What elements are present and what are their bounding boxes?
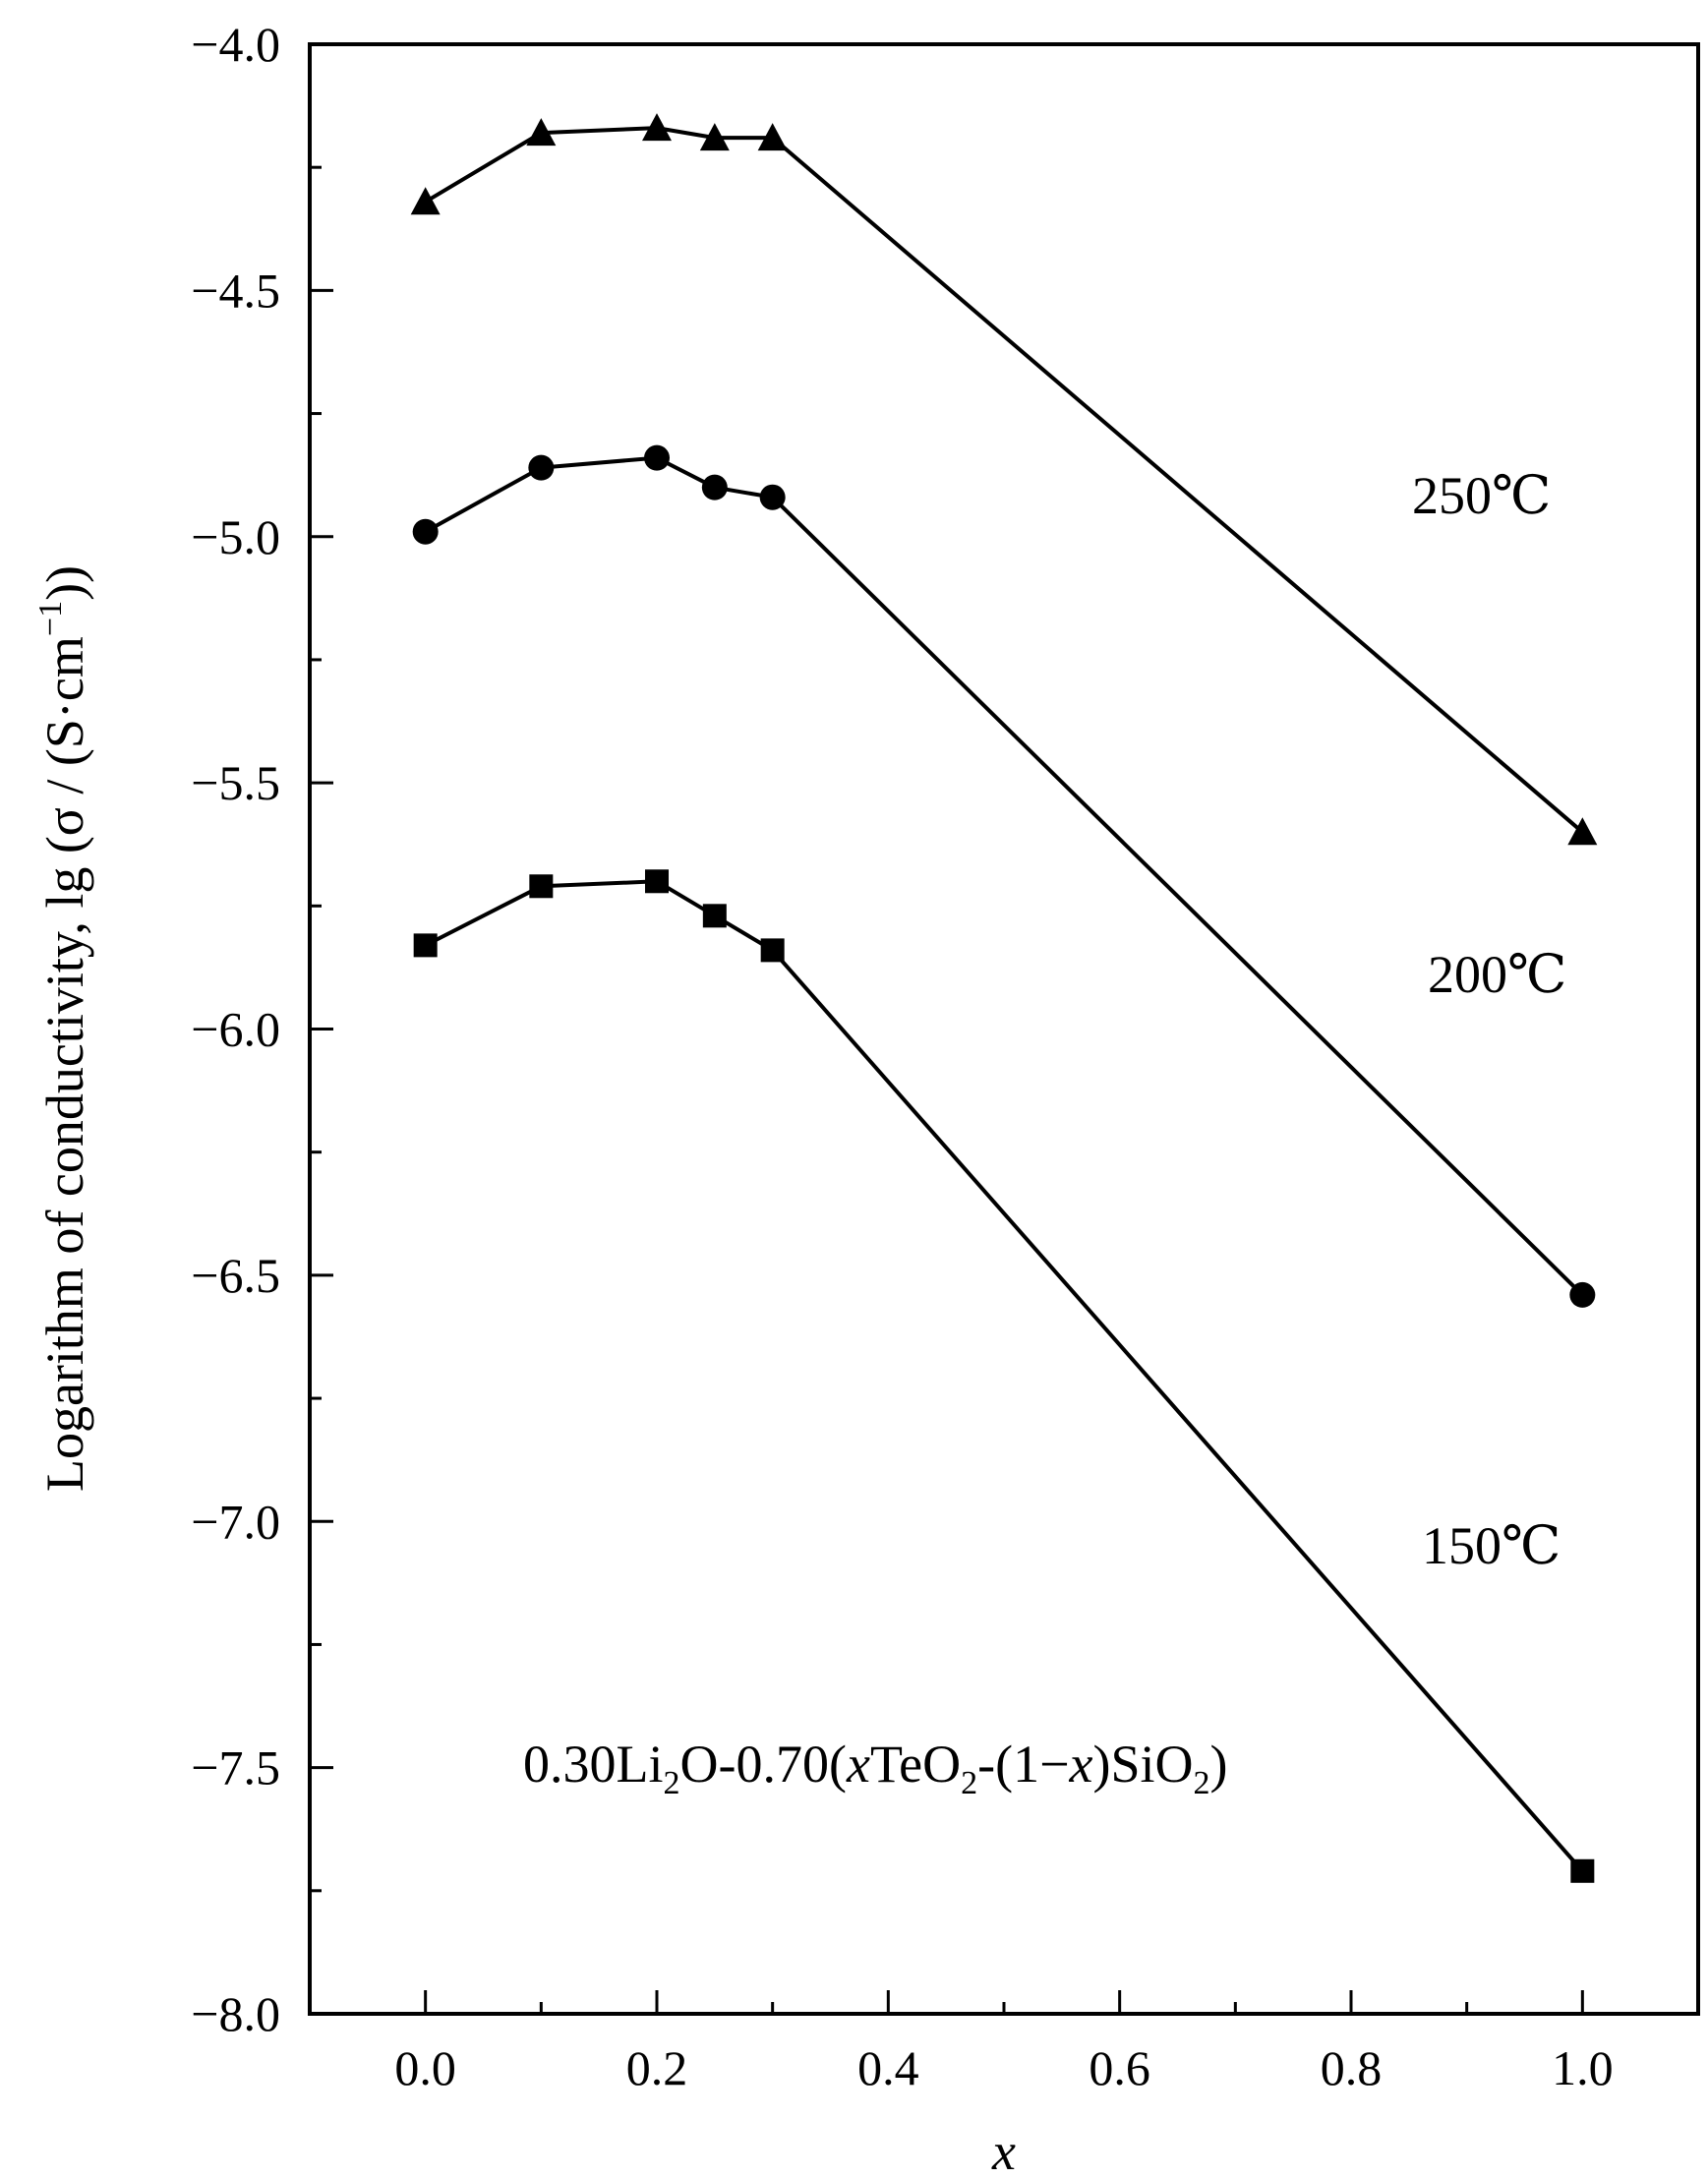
x-tick-label: 1.0 [1552,2040,1614,2095]
plot-frame [308,42,1700,2016]
x-tick-label: 0.0 [394,2040,456,2095]
y-axis-title: Logarithm of conductivity, lg (σ / (S·cm… [32,565,94,1492]
series-lines [424,126,1584,1873]
x-axis-tick-labels: 0.0 0.2 0.4 0.6 0.8 1.0 [394,2040,1613,2095]
x-axis-ticks [308,1990,1700,2014]
y-tick-label: −5.5 [191,755,280,810]
data-point-square [413,933,438,958]
data-point-circle [412,518,439,545]
data-point-circle [1569,1281,1596,1308]
data-point-circle [528,454,555,481]
series-markers [410,113,1598,1883]
data-point-square [529,874,554,899]
label-200c: 200℃ [1428,945,1566,1004]
y-axis-title-tail: )) [35,565,94,601]
x-tick-label: 0.4 [857,2040,919,2095]
formula-part: -(1− [977,1735,1069,1794]
composition-formula: 0.30Li2O-0.70(xTeO2-(1−x)SiO2) [523,1735,1228,1801]
formula-italic: x [1069,1735,1093,1794]
y-axis-tick-labels: −4.0 −4.5 −5.0 −5.5 −6.0 −6.5 −7.0 −7.5 −8.0 [191,17,280,2041]
y-tick-label: −5.0 [191,509,280,564]
formula-part: 0.30Li [523,1735,664,1794]
data-point-circle [644,444,670,471]
data-point-triangle [642,113,672,142]
x-tick-label: 0.6 [1089,2040,1150,2095]
label-250c: 250℃ [1412,466,1551,525]
data-point-circle [759,484,786,510]
y-tick-label: −8.0 [191,1986,280,2041]
y-tick-label: −6.5 [191,1248,280,1303]
y-axis-title-main: Logarithm of conductivity, lg (σ / (S·cm [35,636,94,1492]
y-tick-label: −7.0 [191,1494,280,1549]
data-point-triangle [410,187,441,215]
y-axis-ticks [310,42,333,2016]
data-point-triangle [526,118,557,147]
formula-subscript: 2 [1194,1765,1210,1801]
series-line-circle [424,455,1584,1297]
y-tick-label: −4.0 [191,17,280,72]
formula-subscript: 2 [664,1765,680,1801]
x-tick-label: 0.2 [626,2040,688,2095]
series-line-square [424,879,1584,1873]
formula-part: O-0.70( [680,1735,847,1794]
y-axis-title-superscript: −1 [32,601,69,636]
data-point-triangle [1567,817,1598,846]
data-point-circle [701,474,728,501]
label-150c: 150℃ [1422,1516,1561,1575]
formula-part: TeO [870,1735,961,1794]
data-point-square [760,938,785,963]
x-axis-title: x [991,2122,1016,2179]
formula-italic: x [846,1735,870,1794]
formula-part: )SiO [1093,1735,1194,1794]
series-line-triangle [424,126,1584,834]
data-point-triangle [757,123,788,151]
y-tick-label: −4.5 [191,263,280,318]
data-point-square [1570,1858,1595,1883]
data-point-square [645,869,669,894]
data-point-triangle [699,123,730,151]
data-point-square [702,904,727,928]
y-tick-label: −7.5 [191,1740,280,1796]
formula-subscript: 2 [961,1765,977,1801]
x-tick-label: 0.8 [1321,2040,1383,2095]
y-tick-label: −6.0 [191,1002,280,1057]
formula-part: ) [1210,1735,1228,1794]
